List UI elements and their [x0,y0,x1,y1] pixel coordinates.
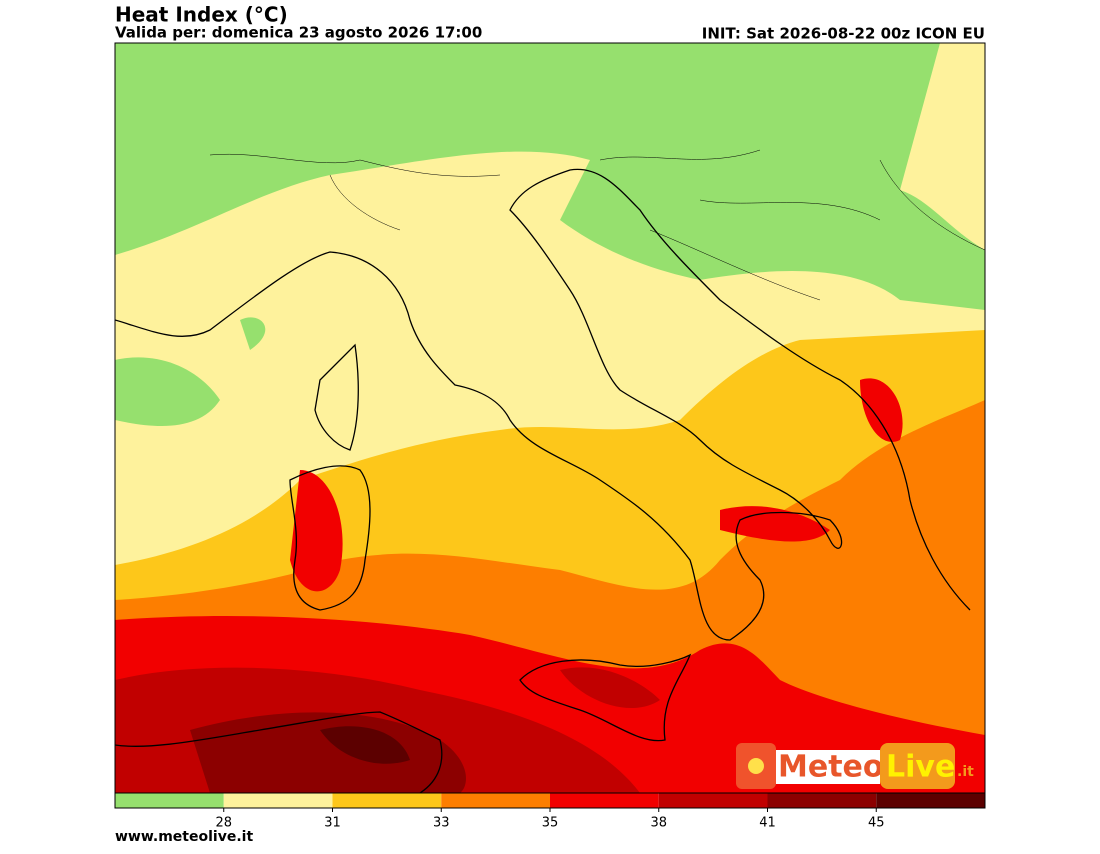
band-darker-red [190,712,466,793]
colorbar-swatch [115,793,224,808]
corsica-coast [314,343,359,451]
footer-url: www.meteolive.it [115,829,253,845]
colorbar-tick-label: 38 [650,816,667,831]
colorbar-tick-label: 35 [542,816,559,831]
logo-live-box [880,743,955,789]
colorbar-tick-label: 33 [433,816,450,831]
logo-live: Live [886,750,955,785]
colorbar-tick-label: 41 [759,816,776,831]
logo-meteo: Meteo [778,750,884,785]
band-green-islands [115,317,266,426]
valid-time: Valida per: domenica 23 agosto 2026 17:0… [115,24,482,42]
colorbar-swatch [767,793,877,808]
sicily-coast [519,653,692,742]
init-time: INIT: Sat 2026-08-22 00z ICON EU [702,25,985,43]
africa-coast [115,711,443,793]
colorbar-tick-label: 28 [215,816,232,831]
title: Heat Index (°C) [115,3,288,27]
sardinia-coast [289,465,371,611]
colorbar-swatch [223,793,333,808]
borders [209,149,985,301]
colorbar-swatch [876,793,985,808]
colorbar-swatch [441,793,550,808]
logo-suffix: .it [957,764,974,780]
map [115,43,985,793]
colorbar: 28 31 33 35 38 41 45 [114,792,986,831]
colorbar-swatch [332,793,442,808]
italy-coast [115,168,971,641]
colorbar-swatch [658,793,768,808]
logo: Meteo Live .it [736,743,974,789]
colorbar-swatch [550,793,659,808]
band-darkest-red [320,726,410,764]
logo-sun [748,758,764,774]
colorbar-tick-label: 31 [324,816,341,831]
colorbar-tick-label: 45 [868,816,885,831]
logo-box [776,750,880,784]
